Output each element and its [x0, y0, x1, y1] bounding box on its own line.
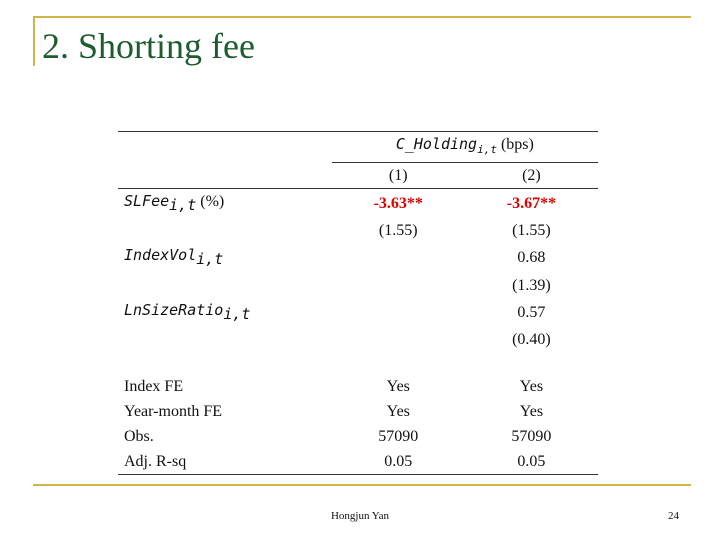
se-cell [332, 273, 465, 298]
table-row: Obs. 57090 57090 [118, 424, 598, 449]
var-label: LnSizeRatioi,t [124, 300, 251, 323]
table-row: IndexVoli,t 0.68 [118, 243, 598, 272]
se-cell: (1.55) [512, 222, 551, 240]
table-row: (1.55) (1.55) [118, 218, 598, 243]
dep-var-name: C_Holding [395, 135, 478, 153]
stat-cell: 0.05 [331, 448, 465, 475]
se-cell [332, 327, 465, 352]
bottom-rule [33, 484, 691, 486]
coef-cell [332, 298, 465, 327]
stat-cell: 57090 [511, 427, 552, 445]
se-cell: (0.40) [512, 330, 551, 348]
footer-author: Hongjun Yan [330, 510, 390, 522]
coef-cell [332, 243, 465, 272]
stat-cell: Yes [386, 402, 410, 420]
dep-var-sub: i,t [477, 143, 497, 157]
table-row: (0.40) [118, 327, 598, 352]
regression-table: C_Holdingi,t (bps) (1) (2) SLFeei,t (%) … [118, 130, 598, 475]
slide-title: 2. Shorting fee [42, 26, 255, 66]
stat-label: Obs. [124, 427, 154, 445]
var-label: SLFeei,t (%) [118, 188, 332, 219]
table-row: LnSizeRatioi,t 0.57 [118, 298, 598, 327]
stat-cell: 0.05 [464, 448, 598, 475]
stat-cell: Yes [386, 377, 410, 395]
stat-cell: Yes [519, 402, 544, 420]
table-row: (1.39) [118, 273, 598, 298]
stat-label: Year-month FE [124, 402, 223, 420]
page-number: 24 [668, 510, 679, 522]
table-row: SLFeei,t (%) -3.63** -3.67** [118, 188, 598, 219]
top-rule [33, 16, 691, 18]
stat-cell: Yes [519, 377, 544, 395]
table-row: Year-month FE Yes Yes [118, 399, 598, 424]
col1-header: (1) [388, 167, 408, 185]
left-rule [33, 16, 35, 66]
stat-label: Index FE [124, 377, 184, 395]
header-row-depvar: C_Holdingi,t (bps) [118, 130, 598, 164]
coef-cell: 0.68 [517, 249, 546, 267]
se-cell: (1.39) [512, 276, 551, 294]
var-label: IndexVoli,t [124, 246, 224, 269]
coef-cell: -3.67** [464, 188, 598, 219]
dep-var-header: C_Holdingi,t (bps) [331, 130, 598, 164]
se-cell: (1.55) [378, 222, 418, 240]
coef-cell: 0.57 [517, 303, 546, 321]
table-row: Index FE Yes Yes [118, 374, 598, 399]
table-row: Adj. R-sq 0.05 0.05 [118, 448, 598, 475]
col2-header: (2) [522, 167, 541, 185]
stat-cell: 57090 [378, 427, 419, 445]
stat-label: Adj. R-sq [118, 448, 332, 475]
header-row-cols: (1) (2) [118, 163, 598, 189]
dep-var-unit: (bps) [500, 136, 534, 153]
coef-cell: -3.63** [331, 188, 465, 219]
